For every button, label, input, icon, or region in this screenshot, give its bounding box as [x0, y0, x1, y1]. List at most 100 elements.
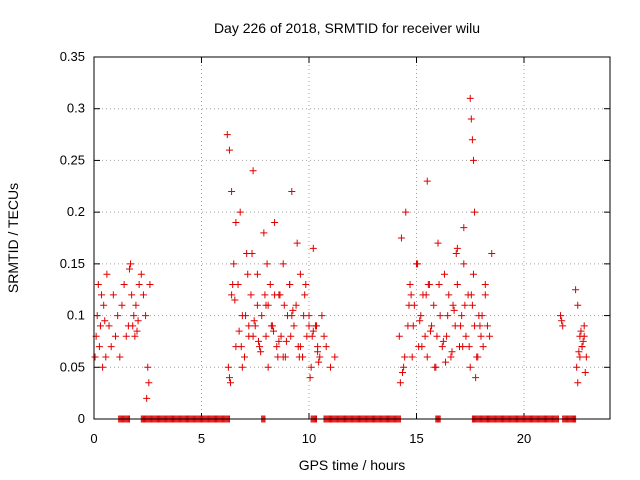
data-point	[224, 363, 232, 371]
x-tick-label: 20	[517, 431, 531, 446]
data-point	[433, 332, 441, 340]
data-point	[453, 281, 461, 289]
data-point	[270, 327, 278, 335]
y-tick-label: 0.05	[60, 359, 85, 374]
data-point	[450, 306, 458, 314]
data-point	[466, 363, 474, 371]
y-tick-label: 0	[78, 411, 85, 426]
data-point	[479, 343, 487, 351]
x-tick-label: 10	[302, 431, 316, 446]
data-point	[316, 353, 324, 361]
data-point	[260, 229, 268, 237]
data-point	[445, 291, 453, 299]
data-point	[575, 348, 583, 356]
data-point	[290, 322, 298, 330]
data-point	[402, 208, 410, 216]
data-point	[267, 322, 275, 330]
data-point	[315, 358, 323, 366]
data-point	[309, 327, 317, 335]
data-point	[582, 353, 590, 361]
data-point	[400, 363, 408, 371]
data-point	[262, 332, 270, 340]
data-point	[271, 291, 279, 299]
data-point	[573, 363, 581, 371]
data-point	[95, 343, 103, 351]
data-point	[461, 301, 469, 309]
data-point	[467, 115, 475, 123]
data-point	[460, 224, 468, 232]
data-point	[474, 353, 482, 361]
data-point	[436, 312, 444, 320]
data-point	[287, 332, 295, 340]
data-point	[109, 291, 117, 299]
y-axis-label: SRMTID / TECUs	[5, 183, 21, 293]
data-point	[264, 301, 272, 309]
data-point	[137, 270, 145, 278]
data-point	[481, 281, 489, 289]
chart-title: Day 226 of 2018, SRMTID for receiver wil…	[214, 20, 480, 36]
data-point	[129, 322, 137, 330]
data-point	[453, 244, 461, 252]
data-point	[422, 291, 430, 299]
data-point	[486, 332, 494, 340]
data-point	[277, 332, 285, 340]
data-point	[572, 286, 580, 294]
y-axis-ticks: 0 0.05 0.1 0.15 0.2 0.25 0.3 0.35	[60, 49, 610, 426]
data-point	[408, 353, 416, 361]
data-point	[223, 131, 231, 139]
data-point	[574, 301, 582, 309]
data-point	[406, 281, 414, 289]
data-point	[128, 291, 136, 299]
data-point	[579, 337, 587, 345]
data-point	[465, 343, 473, 351]
data-point	[309, 244, 317, 252]
data-point	[249, 332, 257, 340]
data-point	[127, 260, 135, 268]
data-point	[407, 291, 415, 299]
data-point	[105, 322, 113, 330]
data-point	[116, 353, 124, 361]
data-point	[251, 322, 259, 330]
data-point	[228, 187, 236, 195]
data-point	[275, 337, 283, 345]
data-point	[282, 337, 290, 345]
data-point	[288, 312, 296, 320]
data-point	[466, 94, 474, 102]
data-point	[421, 332, 429, 340]
data-point	[232, 343, 240, 351]
data-point	[428, 322, 436, 330]
data-point	[144, 363, 152, 371]
data-point	[558, 317, 566, 325]
data-point	[308, 332, 316, 340]
data-point	[401, 353, 409, 361]
data-point	[296, 270, 304, 278]
data-point	[417, 312, 425, 320]
data-point	[313, 322, 321, 330]
data-point	[238, 363, 246, 371]
data-point	[228, 291, 236, 299]
data-point	[301, 291, 309, 299]
data-point	[476, 322, 484, 330]
data-point	[253, 270, 261, 278]
data-point	[94, 281, 102, 289]
data-point	[397, 234, 405, 242]
data-point	[99, 363, 107, 371]
data-point	[244, 270, 252, 278]
data-point	[483, 322, 491, 330]
data-point	[442, 358, 450, 366]
data-point	[426, 327, 434, 335]
data-point	[98, 291, 106, 299]
data-point	[103, 270, 111, 278]
data-point	[477, 332, 485, 340]
data-point	[107, 343, 115, 351]
data-point	[423, 353, 431, 361]
data-point	[439, 337, 447, 345]
data-point	[581, 368, 589, 376]
data-points	[91, 94, 590, 423]
data-point	[114, 312, 122, 320]
data-point	[460, 260, 468, 268]
data-point	[289, 306, 297, 314]
x-tick-label: 5	[198, 431, 205, 446]
data-point	[423, 177, 431, 185]
